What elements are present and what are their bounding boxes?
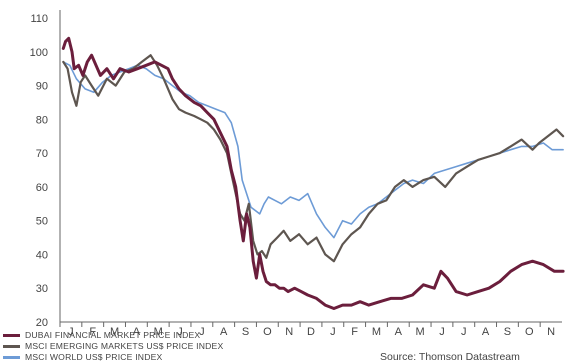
x-tick-label: M <box>154 326 163 338</box>
legend-label-msci-em: MSCI EMERGING MARKETS US$ PRICE INDEX <box>25 341 224 351</box>
dubai-series-line <box>61 36 565 310</box>
x-tick-label: J <box>68 326 74 338</box>
x-tick-label: N <box>285 326 293 338</box>
legend-label-msci-world: MSCI WORLD US$ PRICE INDEX <box>25 352 163 362</box>
legend-item-msci-em: MSCI EMERGING MARKETS US$ PRICE INDEX <box>3 341 223 351</box>
legend-item-dubai: DUBAI FINANCIAL MARKET PRICE INDEX <box>3 330 200 340</box>
y-tick-label: 80 <box>36 114 48 126</box>
x-tick-label: A <box>482 326 490 338</box>
legend-label-dubai: DUBAI FINANCIAL MARKET PRICE INDEX <box>25 330 201 340</box>
legend-swatch-msci-world <box>3 356 20 360</box>
x-tick-label: A <box>133 326 141 338</box>
plot-frame <box>59 10 562 323</box>
x-tick-label: S <box>504 326 511 338</box>
source-note: Source: Thomson Datastream <box>380 351 520 363</box>
msci-world-series-line <box>62 61 564 239</box>
x-tick-label: J <box>199 326 205 338</box>
x-tick-label: M <box>110 326 119 338</box>
x-tick-label: S <box>242 326 249 338</box>
legend-swatch-msci-em <box>3 345 20 349</box>
x-tick-label: D <box>307 326 315 338</box>
y-tick-label: 20 <box>36 317 48 329</box>
y-tick-label: 90 <box>36 81 48 93</box>
x-tick-label: N <box>547 326 555 338</box>
legend-swatch-dubai <box>3 334 20 338</box>
x-tick-label: A <box>220 326 228 338</box>
series-lines <box>61 36 565 310</box>
x-tick-label: J <box>177 326 183 338</box>
legend-item-msci-world: MSCI WORLD US$ PRICE INDEX <box>3 352 162 362</box>
y-tick-label: 100 <box>30 47 48 59</box>
x-tick-label: O <box>263 326 272 338</box>
y-tick-label: 30 <box>36 283 48 295</box>
x-tick-label: M <box>416 326 425 338</box>
x-tick-label: F <box>351 326 358 338</box>
y-tick-label: 70 <box>36 148 48 160</box>
y-tick-label: 40 <box>36 249 48 261</box>
x-tick-label: O <box>525 326 534 338</box>
y-tick-label: 60 <box>36 182 48 194</box>
x-tick-label: A <box>395 326 403 338</box>
y-tick-label: 50 <box>36 216 48 228</box>
msci-em-series-line <box>62 54 565 263</box>
x-tick-label: J <box>439 326 445 338</box>
x-tick-label: M <box>372 326 381 338</box>
x-tick-label: J <box>461 326 467 338</box>
x-tick-label: J <box>330 326 336 338</box>
y-tick-label: 110 <box>30 13 48 25</box>
x-tick-label: F <box>89 326 96 338</box>
y-axis-ticks: 20 30 40 50 60 70 80 90 100 110 <box>30 13 48 329</box>
